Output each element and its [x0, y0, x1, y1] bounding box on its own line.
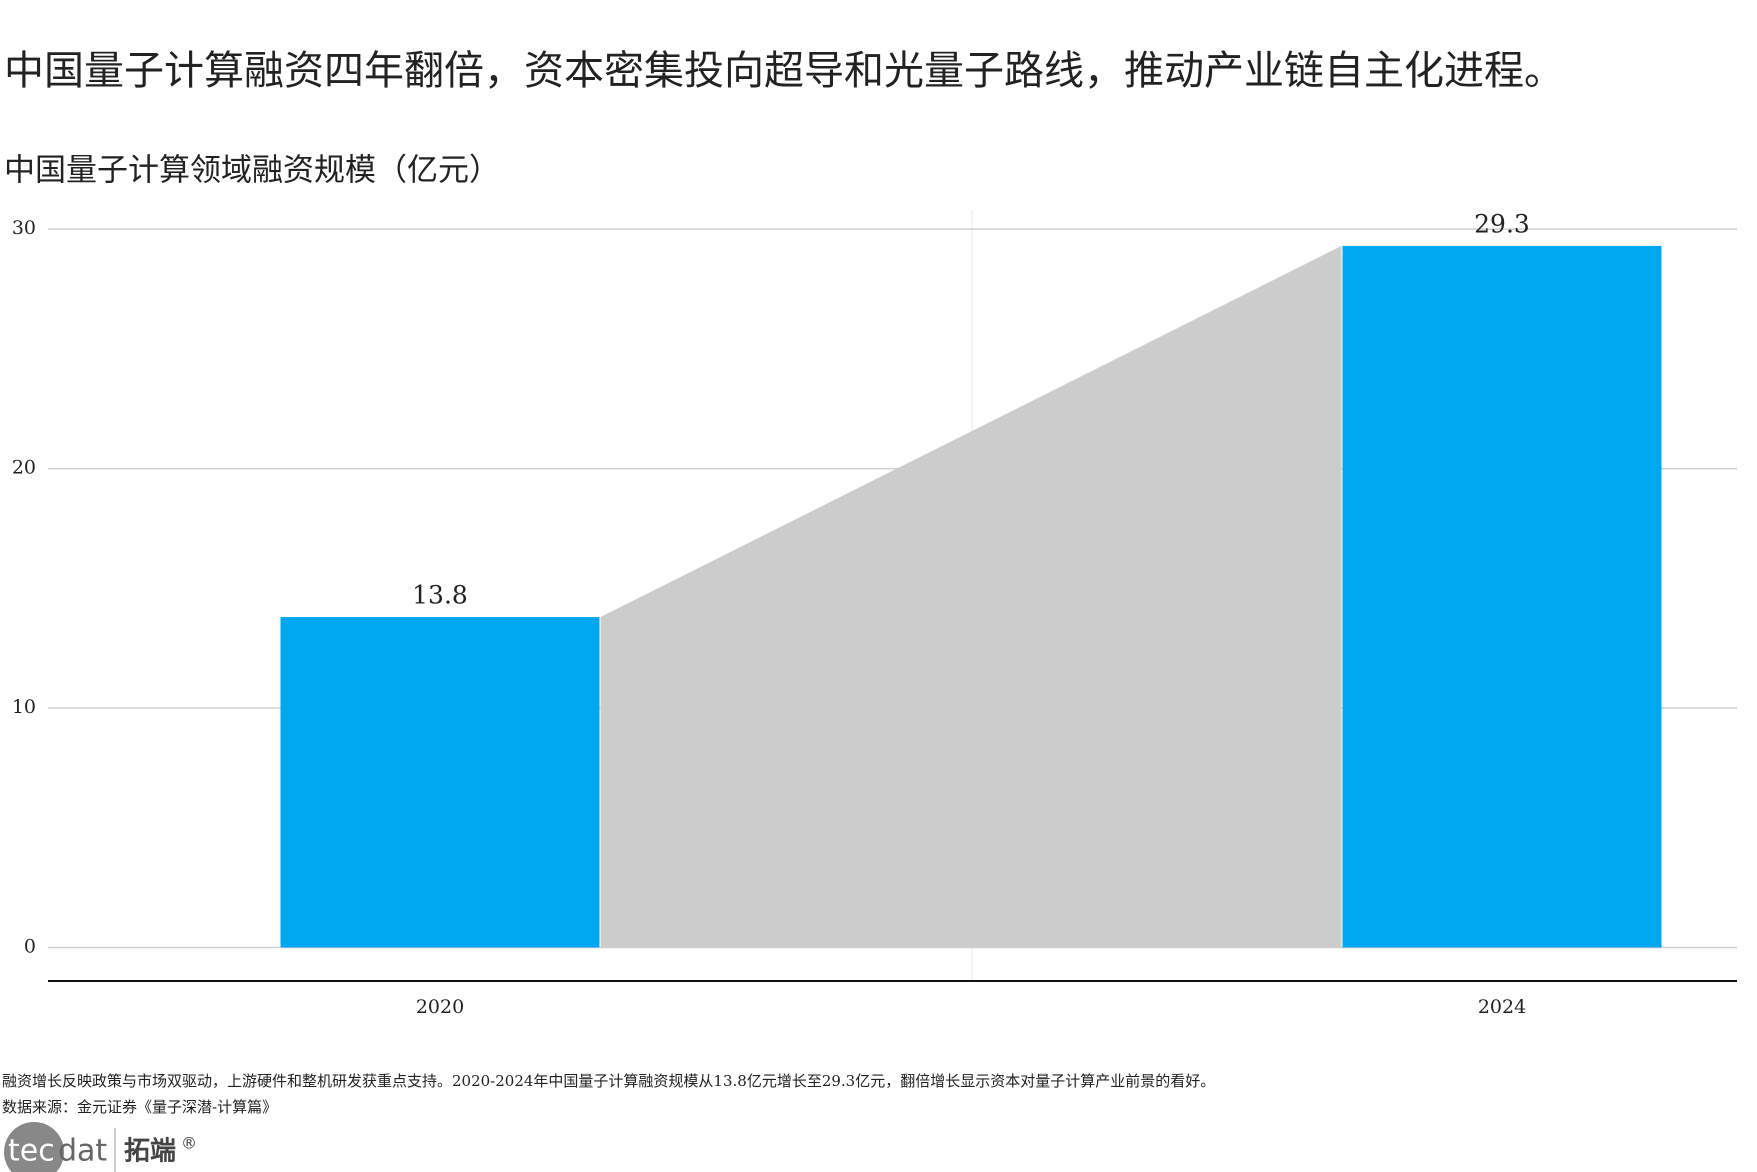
x-tick-label: 2020	[416, 996, 464, 1018]
bar	[1342, 245, 1662, 948]
bar	[280, 617, 600, 948]
x-tick-label: 2024	[1478, 996, 1526, 1018]
value-label: 13.8	[412, 581, 468, 610]
y-tick-label: 10	[12, 696, 36, 718]
logo-registered: ®	[181, 1134, 197, 1153]
y-tick-label: 30	[12, 217, 36, 239]
chart-subtitle: 中国量子计算领域融资规模（亿元）	[4, 153, 500, 189]
chart-title: 中国量子计算融资四年翻倍，资本密集投向超导和光量子路线，推动产业链自主化进程。	[4, 48, 1564, 94]
logo-mark: tec	[8, 1134, 55, 1169]
value-label: 29.3	[1474, 209, 1530, 238]
logo-circle	[4, 1122, 64, 1172]
source: 数据来源：金元证券《量子深潜-计算篇》	[2, 1098, 277, 1116]
note: 融资增长反映政策与市场双驱动，上游硬件和整机研发获重点支持。2020-2024年…	[2, 1072, 1215, 1090]
logo-brand: 拓端	[124, 1137, 176, 1167]
logo-text: dat	[58, 1134, 107, 1169]
y-tick-label: 20	[12, 457, 36, 479]
connector	[600, 245, 1342, 948]
y-tick-label: 0	[24, 935, 36, 957]
